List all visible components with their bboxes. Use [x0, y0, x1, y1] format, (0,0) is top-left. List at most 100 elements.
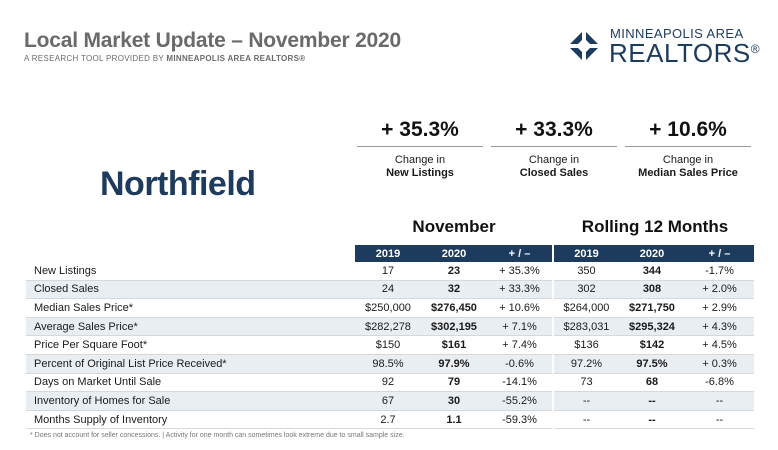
header-cell: 2020	[421, 245, 487, 262]
table-cell: + 35.3%	[487, 262, 554, 281]
table-cell: --	[553, 410, 619, 430]
row-label: Days on Market Until Sale	[26, 373, 355, 393]
table-cell: 30	[421, 391, 487, 411]
table-cell: + 7.4%	[487, 335, 554, 355]
table-cell: -59.3%	[487, 410, 554, 430]
highlight-label: Change in	[394, 154, 446, 166]
row-label: Average Sales Price*	[26, 317, 355, 337]
period-month-heading: November	[412, 217, 496, 236]
city-name: Northfield	[100, 165, 256, 203]
table-cell: 97.9%	[421, 354, 487, 374]
house-diamond-icon	[566, 28, 602, 64]
table-row: Days on Market Until Sale 92 79 -14.1% 73 68-…	[26, 373, 754, 393]
header-blank	[26, 245, 355, 262]
table-cell: -0.6%	[487, 354, 554, 374]
table-cell: --	[553, 391, 619, 411]
table-cell: + 4.5%	[685, 335, 754, 355]
table-cell: --	[619, 391, 685, 411]
table-cell: 302	[553, 280, 619, 300]
table-cell: 344	[619, 262, 685, 281]
table-header-row: 2019 2020 + / – 2019 2020 + / –	[26, 245, 754, 262]
table-cell: 92	[355, 373, 421, 393]
table-cell: 2.7	[355, 410, 421, 430]
table-cell: $283,031	[553, 317, 619, 337]
table-row: Inventory of Homes for Sale 67 30 -55.2% -- -…	[26, 391, 754, 411]
subtitle-prefix: A RESEARCH TOOL PROVIDED BY	[24, 54, 164, 63]
table-cell: 97.5%	[619, 354, 685, 374]
highlight-divider	[357, 146, 483, 147]
highlight-label: Change in	[528, 154, 580, 166]
header-cell: + / –	[487, 245, 554, 262]
table-cell: -14.1%	[487, 373, 554, 393]
table-cell: 97.2%	[553, 354, 619, 374]
highlight-metric: Median Sales Price	[638, 167, 738, 179]
table-cell: $250,000	[355, 298, 421, 318]
report-title: Local Market Update – November 2020	[24, 29, 401, 52]
registered-mark: ®	[750, 42, 761, 56]
highlight-closed-sales: + 33.3% Change in Closed Sales	[488, 118, 620, 179]
table-row: Price Per Square Foot* $150 $161 + 7.4% $136…	[26, 335, 754, 355]
table-cell: $161	[421, 335, 487, 355]
logo-line1: MINNEAPOLIS AREA	[610, 26, 744, 41]
table-cell: 24	[355, 280, 421, 300]
logo-line2-text: REALTORS	[609, 38, 751, 68]
table-cell: --	[685, 391, 754, 411]
highlight-value: + 10.6%	[649, 118, 727, 141]
highlight-median-price: + 10.6% Change in Median Sales Price	[622, 118, 754, 179]
market-stats-table: 2019 2020 + / – 2019 2020 + / – New List…	[26, 245, 754, 430]
highlight-new-listings: + 35.3% Change in New Listings	[354, 118, 486, 179]
table-cell: $264,000	[553, 298, 619, 318]
table-cell: 23	[421, 262, 487, 281]
table-cell: 17	[355, 262, 421, 281]
table-cell: -55.2%	[487, 391, 554, 411]
table-cell: $271,750	[619, 298, 685, 318]
table-row: Average Sales Price* $282,278 $302,195 + 7.…	[26, 317, 754, 337]
table-cell: 68	[619, 373, 685, 393]
table-cell: --	[619, 410, 685, 430]
table-cell: $150	[355, 335, 421, 355]
table-cell: + 4.3%	[685, 317, 754, 337]
period-rolling-heading: Rolling 12 Months	[581, 217, 729, 236]
footnote: * Does not account for seller concession…	[30, 432, 405, 439]
table-row: Median Sales Price* $250,000 $276,450 + 10.…	[26, 298, 754, 318]
table-cell: $282,278	[355, 317, 421, 337]
row-label: Price Per Square Foot*	[26, 335, 355, 355]
header-cell: 2020	[619, 245, 685, 262]
table-row: Percent of Original List Price Received*…	[26, 354, 754, 374]
highlight-divider	[625, 146, 751, 147]
table-cell: 1.1	[421, 410, 487, 430]
table-cell: 308	[619, 280, 685, 300]
report-subtitle: A RESEARCH TOOL PROVIDED BY MINNEAPOLIS …	[24, 54, 305, 63]
table-cell: + 10.6%	[487, 298, 554, 318]
table-cell: 98.5%	[355, 354, 421, 374]
table-cell: 73	[553, 373, 619, 393]
header-cell: + / –	[685, 245, 754, 262]
realtors-logo: MINNEAPOLIS AREA REALTORS®	[566, 24, 766, 68]
row-label: Months Supply of Inventory	[26, 410, 355, 430]
table-cell: + 33.3%	[487, 280, 554, 300]
table-cell: + 7.1%	[487, 317, 554, 337]
table-cell: $302,195	[421, 317, 487, 337]
table-row: New Listings 17 23 + 35.3% 350 344 -1.7%	[26, 262, 754, 281]
table-cell: -6.8%	[685, 373, 754, 393]
highlight-metric: Closed Sales	[519, 167, 589, 179]
row-label: Inventory of Homes for Sale	[26, 391, 355, 411]
table-cell: + 2.9%	[685, 298, 754, 318]
highlight-metric: New Listings	[386, 167, 454, 179]
subtitle-org: MINNEAPOLIS AREA REALTORS®	[166, 54, 306, 63]
table-cell: 67	[355, 391, 421, 411]
table-cell: + 0.3%	[685, 354, 754, 374]
row-label: New Listings	[26, 262, 355, 281]
table-cell: --	[685, 410, 754, 430]
table-cell: 79	[421, 373, 487, 393]
row-label: Median Sales Price*	[26, 298, 355, 318]
table-row: Closed Sales 24 32 + 33.3% 302 308 + 2.0%	[26, 280, 754, 300]
table-cell: -1.7%	[685, 262, 754, 281]
table-cell: $295,324	[619, 317, 685, 337]
highlight-divider	[491, 146, 617, 147]
highlight-label: Change in	[662, 154, 714, 166]
table-cell: $142	[619, 335, 685, 355]
logo-line2: REALTORS®	[609, 38, 760, 69]
table-cell: 32	[421, 280, 487, 300]
row-label: Closed Sales	[26, 280, 355, 300]
